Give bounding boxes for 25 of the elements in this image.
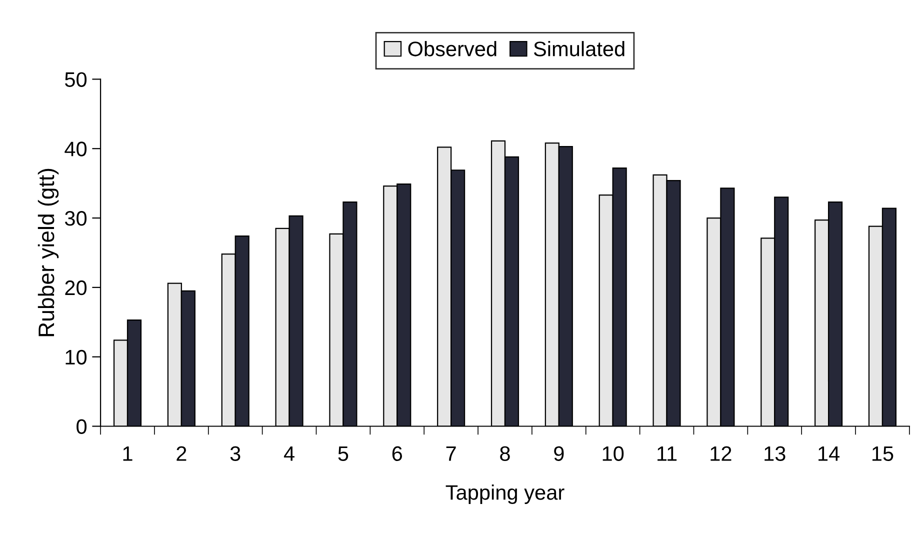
x-tick-label: 13 [764, 446, 786, 461]
x-axis-title: Tapping year [446, 484, 564, 504]
x-tick-label: 14 [818, 446, 840, 461]
x-tick-label: 7 [446, 446, 456, 461]
y-tick-label: 10 [66, 350, 87, 365]
x-tick-label: 4 [284, 446, 294, 461]
y-tick-label: 30 [64, 211, 87, 226]
y-tick-label: 0 [76, 419, 87, 434]
x-tick-label: 5 [338, 446, 348, 461]
x-tick-label: 1 [123, 446, 132, 461]
y-axis-title: Rubber yield (gtt) [38, 168, 59, 336]
x-tick-label: 3 [230, 446, 240, 461]
legend-label: Observed [408, 41, 496, 56]
x-tick-label: 11 [658, 446, 677, 461]
x-tick-label: 12 [710, 446, 732, 461]
x-tick-label: 8 [500, 446, 510, 461]
x-tick-label: 10 [602, 446, 624, 461]
x-tick-label: 9 [554, 446, 564, 461]
x-tick-label: 15 [872, 446, 894, 461]
y-tick-label: 20 [65, 280, 87, 296]
y-tick-label: 50 [65, 72, 87, 87]
legend-label: Simulated [534, 41, 624, 56]
x-tick-label: 2 [176, 446, 186, 461]
x-tick-label: 6 [392, 446, 402, 461]
y-tick-label: 40 [64, 142, 87, 156]
